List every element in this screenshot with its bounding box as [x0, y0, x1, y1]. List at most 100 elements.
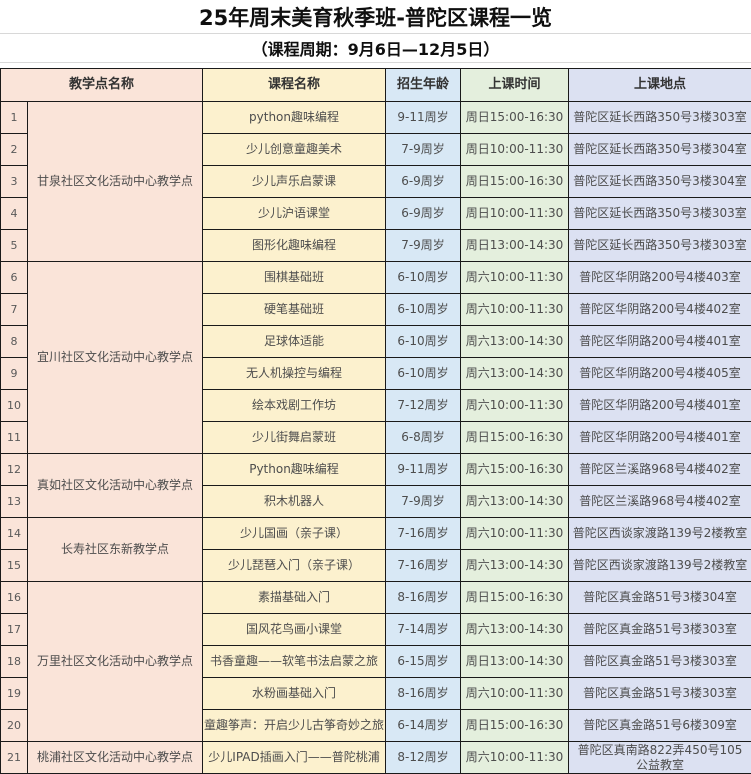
site-name-cell: 甘泉社区文化活动中心教学点 [28, 102, 203, 262]
location-cell: 普陀区真金路51号3楼303室 [569, 614, 751, 646]
location-cell: 普陀区延长西路350号3楼304室 [569, 134, 751, 166]
location-cell: 普陀区延长西路350号3楼303室 [569, 198, 751, 230]
age-cell: 7-14周岁 [386, 614, 461, 646]
site-name-cell: 长寿社区东新教学点 [28, 518, 203, 582]
site-name-cell: 真如社区文化活动中心教学点 [28, 454, 203, 518]
age-cell: 6-10周岁 [386, 326, 461, 358]
row-number-cell: 14 [1, 518, 28, 550]
location-cell: 普陀区真金路51号6楼309室 [569, 710, 751, 742]
course-name-cell: 少儿国画（亲子课） [203, 518, 386, 550]
row-number-cell: 4 [1, 198, 28, 230]
course-name-cell: 水粉画基础入门 [203, 678, 386, 710]
age-cell: 7-9周岁 [386, 134, 461, 166]
time-cell: 周六13:00-14:30 [461, 486, 569, 518]
header-age: 招生年龄 [386, 69, 461, 102]
age-cell: 9-11周岁 [386, 102, 461, 134]
time-cell: 周六13:00-14:30 [461, 358, 569, 390]
time-cell: 周六13:00-14:30 [461, 326, 569, 358]
location-cell: 普陀区兰溪路968号4楼402室 [569, 454, 751, 486]
course-name-cell: 国风花鸟画小课堂 [203, 614, 386, 646]
location-cell: 普陀区延长西路350号3楼303室 [569, 102, 751, 134]
age-cell: 8-16周岁 [386, 678, 461, 710]
page-title: 25年周末美育秋季班-普陀区课程一览 [0, 0, 751, 34]
header-site: 教学点名称 [1, 69, 203, 102]
location-cell: 普陀区华阴路200号4楼403室 [569, 262, 751, 294]
course-name-cell: 围棋基础班 [203, 262, 386, 294]
header-course: 课程名称 [203, 69, 386, 102]
course-name-cell: python趣味编程 [203, 102, 386, 134]
row-number-cell: 15 [1, 550, 28, 582]
age-cell: 6-10周岁 [386, 294, 461, 326]
time-cell: 周日15:00-16:30 [461, 710, 569, 742]
header-location: 上课地点 [569, 69, 751, 102]
location-cell: 普陀区真金路51号3楼303室 [569, 646, 751, 678]
course-name-cell: 图形化趣味编程 [203, 230, 386, 262]
time-cell: 周六10:00-11:30 [461, 678, 569, 710]
time-cell: 周六13:00-14:30 [461, 614, 569, 646]
row-number-cell: 7 [1, 294, 28, 326]
row-number-cell: 8 [1, 326, 28, 358]
age-cell: 8-16周岁 [386, 582, 461, 614]
age-cell: 6-10周岁 [386, 262, 461, 294]
row-number-cell: 9 [1, 358, 28, 390]
course-name-cell: 童趣筝声：开启少儿古筝奇妙之旅 [203, 710, 386, 742]
time-cell: 周六10:00-11:30 [461, 742, 569, 774]
row-number-cell: 2 [1, 134, 28, 166]
table-header: 教学点名称 课程名称 招生年龄 上课时间 上课地点 [1, 69, 751, 102]
location-cell: 普陀区西谈家渡路139号2楼教室 [569, 550, 751, 582]
location-cell: 普陀区延长西路350号3楼303室 [569, 230, 751, 262]
row-number-cell: 12 [1, 454, 28, 486]
course-name-cell: 少儿IPAD插画入门——普陀桃浦 [203, 742, 386, 774]
row-number-cell: 20 [1, 710, 28, 742]
course-name-cell: 绘本戏剧工作坊 [203, 390, 386, 422]
age-cell: 7-16周岁 [386, 550, 461, 582]
age-cell: 8-12周岁 [386, 742, 461, 774]
location-cell: 普陀区延长西路350号3楼304室 [569, 166, 751, 198]
course-name-cell: 少儿沪语课堂 [203, 198, 386, 230]
age-cell: 6-14周岁 [386, 710, 461, 742]
row-number-cell: 13 [1, 486, 28, 518]
time-cell: 周六10:00-11:30 [461, 294, 569, 326]
course-name-cell: 少儿创意童趣美术 [203, 134, 386, 166]
age-cell: 7-12周岁 [386, 390, 461, 422]
time-cell: 周日15:00-16:30 [461, 102, 569, 134]
course-name-cell: 素描基础入门 [203, 582, 386, 614]
time-cell: 周日10:00-11:30 [461, 134, 569, 166]
row-number-cell: 21 [1, 742, 28, 774]
course-name-cell: 无人机操控与编程 [203, 358, 386, 390]
row-number-cell: 16 [1, 582, 28, 614]
header-row: 教学点名称 课程名称 招生年龄 上课时间 上课地点 [1, 69, 751, 102]
time-cell: 周六13:00-14:30 [461, 550, 569, 582]
location-cell: 普陀区真金路51号3楼304室 [569, 582, 751, 614]
time-cell: 周六10:00-11:30 [461, 390, 569, 422]
location-cell: 普陀区华阴路200号4楼405室 [569, 358, 751, 390]
location-cell: 普陀区真南路822弄450号105公益教室 [569, 742, 751, 774]
age-cell: 9-11周岁 [386, 454, 461, 486]
time-cell: 周六15:00-16:30 [461, 454, 569, 486]
course-name-cell: 少儿琵琶入门（亲子课） [203, 550, 386, 582]
age-cell: 6-10周岁 [386, 358, 461, 390]
row-number-cell: 3 [1, 166, 28, 198]
age-cell: 7-9周岁 [386, 486, 461, 518]
row-number-cell: 11 [1, 422, 28, 454]
row-number-cell: 19 [1, 678, 28, 710]
location-cell: 普陀区兰溪路968号4楼402室 [569, 486, 751, 518]
course-name-cell: 少儿街舞启蒙班 [203, 422, 386, 454]
course-name-cell: Python趣味编程 [203, 454, 386, 486]
page-subtitle: （课程周期：9月6日—12月5日） [0, 34, 751, 63]
location-cell: 普陀区华阴路200号4楼401室 [569, 326, 751, 358]
time-cell: 周日13:00-14:30 [461, 646, 569, 678]
age-cell: 7-9周岁 [386, 230, 461, 262]
location-cell: 普陀区华阴路200号4楼401室 [569, 390, 751, 422]
location-cell: 普陀区华阴路200号4楼402室 [569, 294, 751, 326]
row-number-cell: 18 [1, 646, 28, 678]
time-cell: 周六10:00-11:30 [461, 262, 569, 294]
age-cell: 6-9周岁 [386, 166, 461, 198]
